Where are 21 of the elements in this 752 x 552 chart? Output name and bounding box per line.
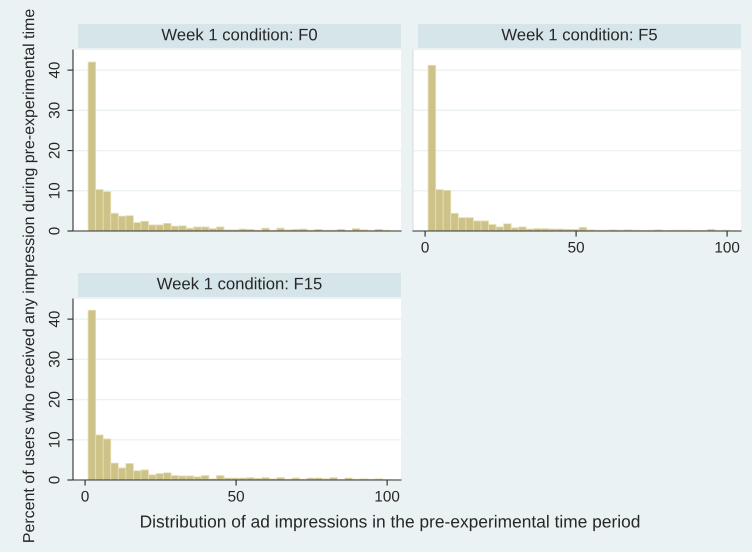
y-tick-label: 0 <box>48 476 60 484</box>
chart-title: Week 1 condition: F5 <box>501 28 657 40</box>
y-axis-title: Percent of users who received any impression during pre-experimental time <box>22 9 38 542</box>
y-tick-label: 40 <box>48 62 60 78</box>
y-tick-label: 0 <box>48 227 60 235</box>
y-tick-label: 20 <box>48 392 60 408</box>
x-axis-title: Distribution of ad impressions in the pre-experimental time period <box>141 514 640 532</box>
y-tick-label: 10 <box>48 182 60 198</box>
y-tick-label: 40 <box>48 311 60 328</box>
y-tick-label: 30 <box>48 351 60 368</box>
x-tick-label: 100 <box>376 490 400 502</box>
y-tick-label: 30 <box>48 102 60 118</box>
y-tick-label: 20 <box>48 142 60 158</box>
y-tick-label: 10 <box>48 432 60 448</box>
x-tick-label: 0 <box>421 242 429 253</box>
x-tick-label: 50 <box>568 242 584 253</box>
x-tick-label: 50 <box>228 490 244 502</box>
chart-title: Week 1 condition: F0 <box>161 28 317 40</box>
x-tick-label: 0 <box>81 490 89 502</box>
chart-title: Week 1 condition: F15 <box>156 277 322 290</box>
x-tick-label: 100 <box>716 242 740 253</box>
